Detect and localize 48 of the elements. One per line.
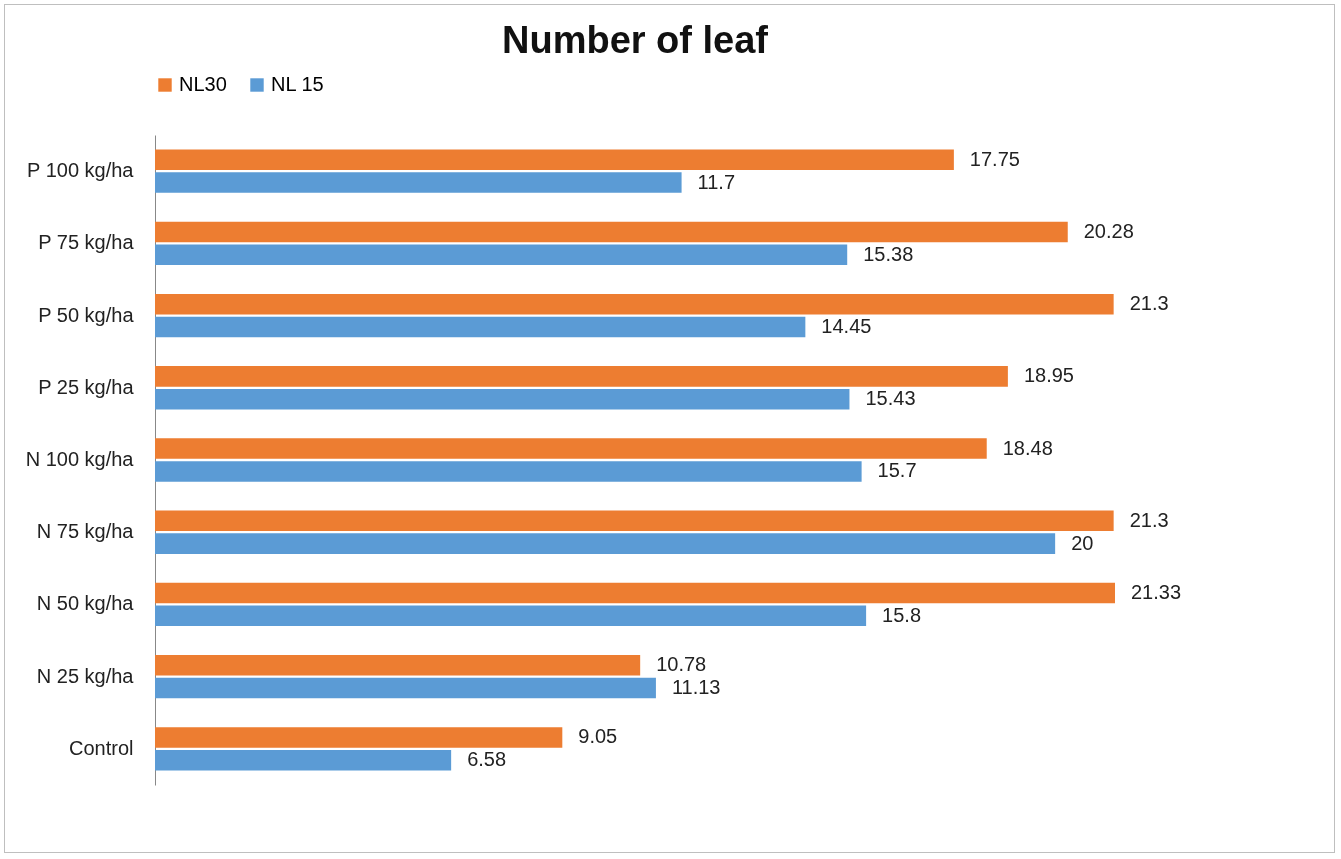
data-label: 14.45 bbox=[821, 314, 872, 337]
bar bbox=[155, 221, 1068, 243]
bar bbox=[155, 582, 1115, 604]
bar bbox=[155, 366, 1008, 387]
y-tick-label: P 100 kg/ha bbox=[27, 159, 135, 182]
data-label: 15.38 bbox=[863, 242, 914, 265]
bar bbox=[155, 244, 848, 265]
data-label: 15.43 bbox=[865, 387, 916, 410]
bar bbox=[155, 149, 954, 170]
y-tick-label: P 50 kg/ha bbox=[38, 303, 135, 326]
data-label: 18.95 bbox=[1023, 364, 1074, 387]
data-label: 11.13 bbox=[671, 676, 721, 699]
bar bbox=[155, 727, 563, 748]
bar bbox=[155, 293, 1114, 315]
data-label: 15.7 bbox=[877, 459, 917, 482]
y-tick-label: N 75 kg/ha bbox=[36, 520, 135, 543]
bar bbox=[155, 461, 862, 482]
bar bbox=[155, 677, 656, 699]
y-tick-label: N 100 kg/ha bbox=[25, 448, 135, 470]
bar bbox=[155, 172, 682, 193]
y-tick-label: N 25 kg/ha bbox=[36, 664, 135, 687]
data-label: 18.48 bbox=[1002, 436, 1053, 459]
data-label: 6.58 bbox=[467, 748, 507, 771]
data-label: 11.7 bbox=[697, 170, 736, 193]
bar bbox=[155, 750, 452, 771]
bar bbox=[155, 388, 850, 410]
data-label: 9.05 bbox=[578, 725, 618, 748]
y-tick-label: P 25 kg/ha bbox=[38, 375, 135, 398]
data-label: 17.75 bbox=[969, 147, 1020, 170]
data-label: 21.3 bbox=[1129, 292, 1169, 315]
bar bbox=[155, 438, 987, 459]
y-tick-label: Control bbox=[69, 736, 134, 759]
chart-title: Number of leaf bbox=[501, 19, 769, 61]
data-label: 21.33 bbox=[1131, 581, 1182, 604]
y-tick-label: P 75 kg/ha bbox=[38, 231, 135, 254]
bar bbox=[155, 316, 806, 338]
legend-label: NL 15 bbox=[271, 73, 324, 95]
y-tick-label: N 50 kg/ha bbox=[36, 592, 135, 615]
bar bbox=[155, 510, 1114, 532]
data-label: 21.3 bbox=[1129, 508, 1169, 531]
bar bbox=[155, 533, 1056, 554]
data-label: 10.78 bbox=[656, 653, 707, 676]
bar bbox=[155, 605, 867, 627]
data-label: 15.8 bbox=[882, 603, 922, 626]
bar bbox=[155, 655, 641, 676]
legend-label: NL30 bbox=[179, 73, 227, 95]
data-label: 20 bbox=[1071, 531, 1094, 554]
data-label: 20.28 bbox=[1083, 219, 1134, 242]
